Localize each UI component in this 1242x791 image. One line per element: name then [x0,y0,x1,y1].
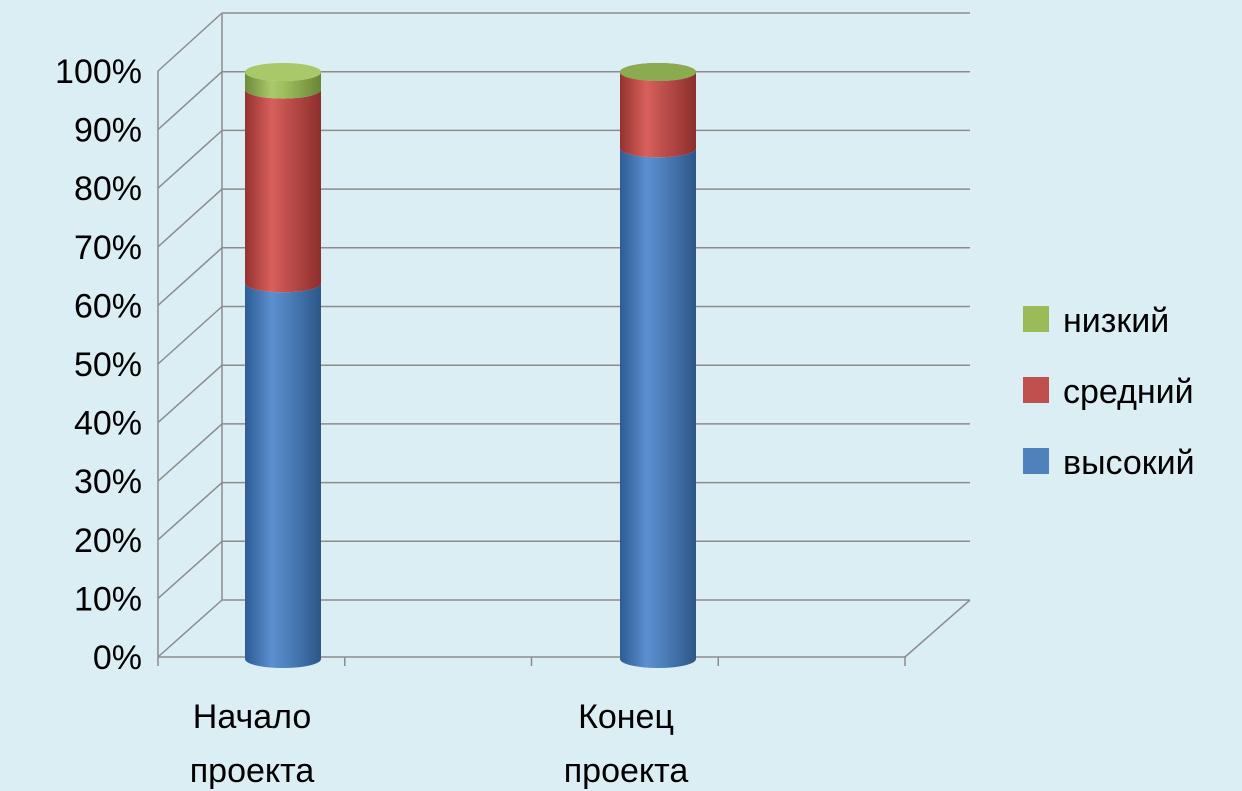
y-tick-label: 40% [74,405,142,443]
side-gridline [157,540,223,599]
side-gridline [157,305,223,365]
legend-label: низкий [1063,302,1169,340]
side-gridline [157,599,223,658]
y-tick-label: 20% [74,522,142,560]
legend-label: высокий [1063,444,1195,482]
side-gridline [157,423,223,482]
axis-labels: 0% 10% 20% 30% 40% 50% 60% 70% 80% 90% 100% Начало п… [55,53,688,790]
y-tick-label: 0% [93,639,142,677]
side-gridline [157,188,223,248]
side-gridline [157,364,223,424]
side-gridline [157,247,223,306]
y-tick-label: 10% [74,580,142,618]
y-tick-label: 70% [74,229,142,267]
bar-top [245,63,321,81]
bars [245,63,696,668]
bar-segment-средний [620,72,696,158]
legend-swatch [1023,377,1049,403]
side-gridline [157,12,223,72]
bar-segment-высокий [245,283,321,668]
legend-swatch [1023,306,1049,332]
bar-stack [245,63,321,668]
legend-label: средний [1063,373,1194,411]
bar-segment-средний [245,89,321,293]
legend-item: низкий [1023,302,1169,340]
bar-segment-высокий [620,148,696,668]
y-tick-label: 60% [74,287,142,325]
legend-item: высокий [1023,444,1195,482]
side-gridline [157,482,223,541]
x-category-label: Конец проекта [564,698,689,790]
side-gridline [157,129,223,189]
x-category-label: Начало проекта [190,698,315,790]
legend-item: средний [1023,373,1194,411]
side-gridline [157,71,223,131]
y-tick-label: 30% [74,463,142,501]
y-tick-label: 80% [74,170,142,208]
floor-edge [904,599,971,658]
bar-segment-низкий [245,72,321,99]
legend-swatch [1023,448,1049,474]
y-tick-label: 90% [74,112,142,150]
y-tick-label: 50% [74,346,142,384]
bar-top-cap [620,63,696,81]
legend: низкий средний высокий [1023,302,1195,482]
bar-stack [620,63,696,668]
gridlines [157,12,970,658]
y-tick-label: 100% [55,53,142,91]
